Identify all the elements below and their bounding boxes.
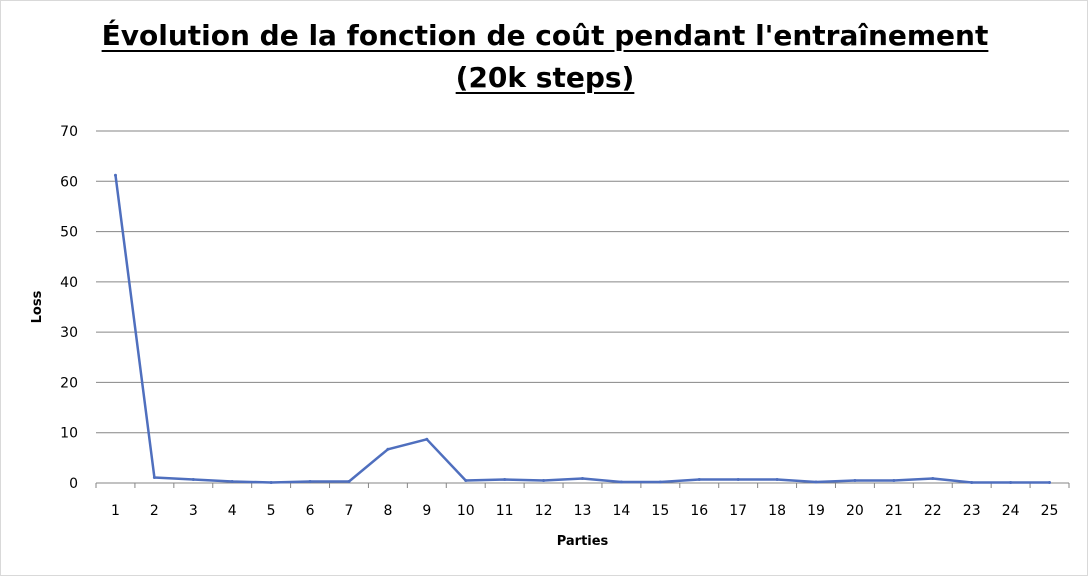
y-tick-label-50: 50 <box>60 225 78 241</box>
x-tick-label-9: 9 <box>422 503 431 519</box>
x-tick-label-12: 12 <box>535 503 553 519</box>
data-point-2 <box>152 475 156 479</box>
data-point-25 <box>1048 480 1052 484</box>
series-line-1 <box>114 174 1051 484</box>
x-tick-label-17: 17 <box>729 503 747 519</box>
x-tick-label-18: 18 <box>768 503 786 519</box>
y-tick-label-40: 40 <box>60 275 78 291</box>
x-tick-label-20: 20 <box>846 503 864 519</box>
data-point-8 <box>386 447 390 451</box>
gridlines <box>96 130 1069 434</box>
data-point-23 <box>970 480 974 484</box>
data-point-13 <box>581 476 584 480</box>
series-layer <box>113 173 1052 484</box>
y-tick-label-0: 0 <box>69 476 78 492</box>
x-tick-label-14: 14 <box>613 503 631 519</box>
data-point-5 <box>269 480 273 484</box>
x-tick-label-8: 8 <box>383 503 392 519</box>
data-point-18 <box>775 477 779 481</box>
data-point-6 <box>308 479 312 483</box>
chart-title-line-2: (20k steps) <box>455 61 635 94</box>
x-tick-label-21: 21 <box>885 503 903 519</box>
data-point-22 <box>931 476 935 480</box>
data-point-9 <box>425 437 429 441</box>
x-tick-label-6: 6 <box>306 503 315 519</box>
chart-title: Évolution de la fonction de coût pendant… <box>1 15 1088 99</box>
data-point-3 <box>191 477 195 481</box>
x-tick-label-3: 3 <box>189 503 198 519</box>
y-tick-label-20: 20 <box>60 375 78 391</box>
y-tick-label-60: 60 <box>60 174 78 190</box>
x-tick-label-22: 22 <box>924 503 942 519</box>
x-tick-label-15: 15 <box>651 503 669 519</box>
data-point-7 <box>347 479 351 483</box>
y-tick-labels: 0 10 20 30 40 50 60 70 <box>60 124 78 492</box>
x-tick-label-16: 16 <box>690 503 708 519</box>
data-point-15 <box>658 480 662 484</box>
x-tick-labels: 1 2 3 4 5 6 7 8 9 10 11 12 13 14 15 16 17 18 19 20 21 22 23 24 2… <box>111 503 1058 519</box>
y-tick-label-70: 70 <box>60 124 78 140</box>
chart-title-line-1: Évolution de la fonction de coût pendant… <box>101 19 989 52</box>
x-tick-label-7: 7 <box>345 503 354 519</box>
x-tick-label-1: 1 <box>111 503 120 519</box>
data-point-24 <box>1009 480 1013 484</box>
x-tick-label-5: 5 <box>267 503 276 519</box>
data-point-4 <box>230 479 234 483</box>
data-point-20 <box>853 478 857 482</box>
data-point-21 <box>892 478 896 482</box>
data-point-12 <box>542 478 546 482</box>
data-point-17 <box>736 477 740 481</box>
x-tick-label-4: 4 <box>228 503 237 519</box>
axes <box>95 482 1070 488</box>
y-tick-label-10: 10 <box>60 426 78 442</box>
y-axis-title: Loss <box>30 290 45 323</box>
data-point-14 <box>619 480 623 484</box>
data-point-16 <box>697 477 701 481</box>
x-tick-label-11: 11 <box>496 503 514 519</box>
x-tick-label-2: 2 <box>150 503 159 519</box>
data-point-10 <box>464 478 468 482</box>
x-tick-label-23: 23 <box>963 503 981 519</box>
y-tick-label-30: 30 <box>60 325 78 341</box>
x-tick-label-25: 25 <box>1041 503 1059 519</box>
x-tick-label-10: 10 <box>457 503 475 519</box>
data-point-19 <box>814 480 818 484</box>
x-tick-label-24: 24 <box>1002 503 1020 519</box>
data-point-1 <box>113 173 117 177</box>
x-axis-title: Parties <box>557 534 609 549</box>
data-point-11 <box>503 477 507 481</box>
x-tick-label-13: 13 <box>574 503 592 519</box>
x-tick-label-19: 19 <box>807 503 825 519</box>
